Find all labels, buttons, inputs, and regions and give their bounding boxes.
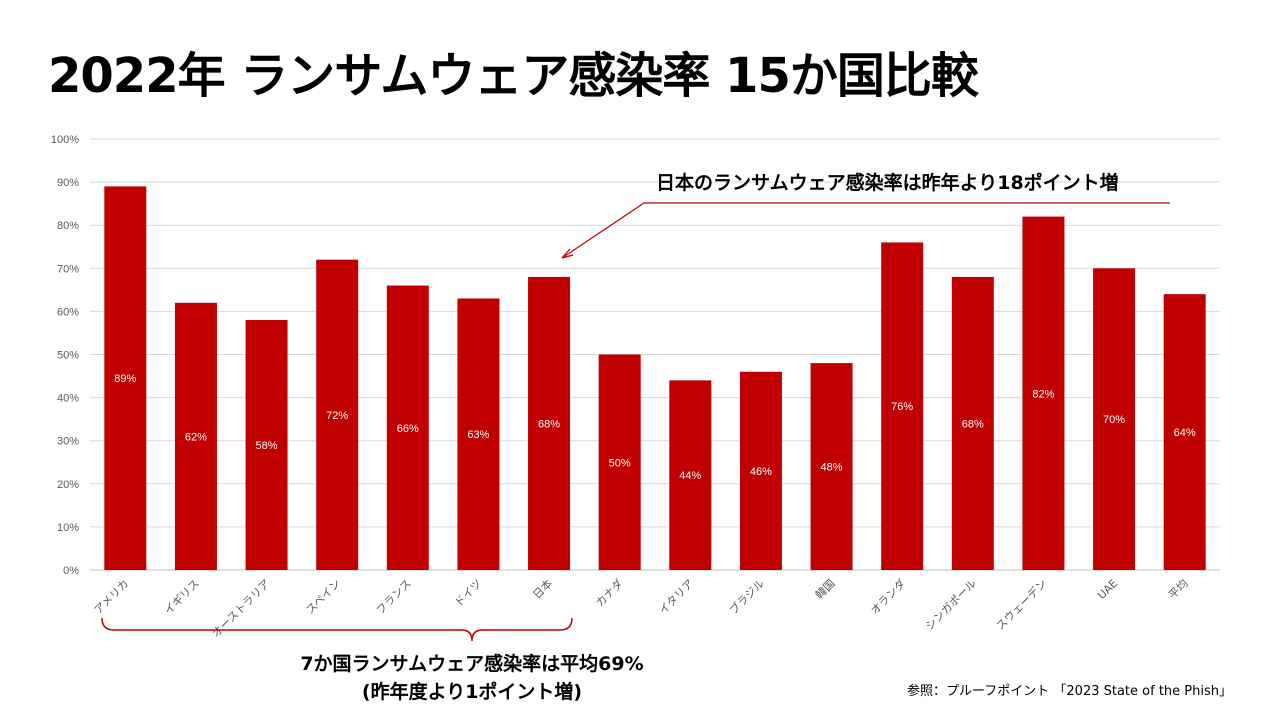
y-tick-label: 40% xyxy=(57,393,79,405)
y-tick-label: 70% xyxy=(57,263,79,275)
bar xyxy=(810,363,853,570)
x-tick-label: オランダ xyxy=(867,576,908,617)
x-tick-label: ブラジル xyxy=(726,576,767,617)
x-tick-label: フランス xyxy=(374,577,414,617)
bar xyxy=(104,186,147,570)
bars xyxy=(104,186,1206,570)
data-label: 48% xyxy=(821,462,843,474)
y-axis-ticks: 0% 10% 20% 30% 40% 50% 60% 70% 80% 90% 100% xyxy=(51,134,79,577)
x-tick-label: 日本 xyxy=(530,576,555,601)
bar xyxy=(881,242,924,570)
bar xyxy=(457,298,500,570)
x-tick-label: 韓国 xyxy=(813,577,838,602)
data-label: 76% xyxy=(891,401,913,413)
x-tick-label: スウェーデン xyxy=(993,576,1050,633)
summary-note: 7か国ランサムウェア感染率は平均69% (昨年度より1ポイント増) xyxy=(272,650,672,706)
data-label: 50% xyxy=(609,457,631,469)
y-tick-label: 30% xyxy=(57,436,79,448)
x-tick-label: シンガポール xyxy=(923,577,979,633)
y-tick-label: 10% xyxy=(57,522,79,534)
x-tick-label: カナダ xyxy=(593,576,626,609)
data-label: 68% xyxy=(538,418,560,430)
data-label: 66% xyxy=(397,423,419,435)
bar xyxy=(245,320,288,570)
data-label: 89% xyxy=(114,373,136,385)
x-tick-label: アメリカ xyxy=(92,577,132,617)
data-label: 46% xyxy=(750,466,772,478)
y-tick-label: 90% xyxy=(57,177,79,189)
source-note: 参照：プルーフポイント 「2023 State of the Phish」 xyxy=(907,684,1232,699)
x-tick-label: 平均 xyxy=(1166,577,1191,602)
bar xyxy=(386,285,429,570)
y-tick-label: 60% xyxy=(57,306,79,318)
bar xyxy=(739,371,782,570)
data-label: 68% xyxy=(962,418,984,430)
data-label: 58% xyxy=(256,440,278,452)
annotations xyxy=(101,202,1170,642)
data-label: 44% xyxy=(679,470,701,482)
y-tick-label: 100% xyxy=(51,134,79,146)
x-tick-label: イギリス xyxy=(162,577,202,617)
data-label: 72% xyxy=(326,410,348,422)
bar xyxy=(1022,216,1065,570)
summary-line-1: 7か国ランサムウェア感染率は平均69% xyxy=(300,653,644,675)
bar xyxy=(1093,268,1136,570)
callout-arrow-head xyxy=(561,248,574,259)
data-labels: 89% 62% 58% 72% 66% 63% 68% 50% 44% 46% 48% 76% 68% 8… xyxy=(114,373,1196,482)
bar xyxy=(598,354,641,570)
x-tick-label: ドイツ xyxy=(452,577,485,610)
bar xyxy=(951,276,994,570)
bar xyxy=(1163,294,1206,570)
data-label: 82% xyxy=(1032,388,1054,400)
bar xyxy=(528,276,571,570)
y-tick-label: 50% xyxy=(57,350,79,362)
group-bracket xyxy=(101,617,573,642)
bar xyxy=(174,302,217,570)
bar xyxy=(316,259,359,570)
y-tick-label: 80% xyxy=(57,220,79,232)
data-label: 64% xyxy=(1174,427,1196,439)
data-label: 62% xyxy=(185,431,207,443)
x-tick-label: イタリア xyxy=(656,577,696,617)
y-tick-label: 0% xyxy=(63,565,79,577)
y-tick-label: 20% xyxy=(57,479,79,491)
bar xyxy=(669,380,712,570)
callout-arrow-line xyxy=(561,202,1170,259)
x-tick-label: UAE xyxy=(1095,577,1120,602)
summary-line-2: (昨年度より1ポイント増) xyxy=(361,681,583,703)
page-title: 2022年 ランサムウェア感染率 15か国比較 xyxy=(48,48,979,104)
data-label: 70% xyxy=(1103,414,1125,426)
callout-text: 日本のランサムウェア感染率は昨年より18ポイント増 xyxy=(656,172,1119,194)
x-tick-label: スペイン xyxy=(304,577,344,617)
data-label: 63% xyxy=(467,429,489,441)
